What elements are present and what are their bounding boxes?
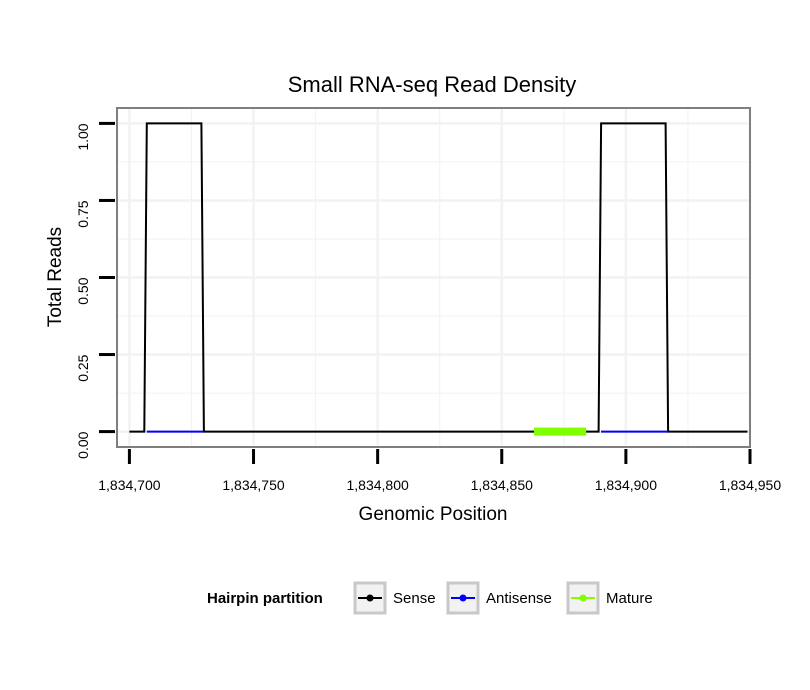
x-axis-tick-label: 1,834,800 [346, 477, 408, 493]
legend-items: Sense Antisense Mature [353, 581, 653, 615]
legend-label: Antisense [486, 590, 552, 607]
plot-panel-border [116, 107, 751, 448]
legend-key-point [579, 594, 587, 602]
x-axis-tick-label: 1,834,900 [595, 477, 657, 493]
x-axis-tick-label: 1,834,700 [98, 477, 160, 493]
x-axis-tick-label: 1,834,750 [222, 477, 284, 493]
y-axis-title: Total Reads [45, 227, 66, 327]
x-axis-tick-label: 1,834,850 [471, 477, 533, 493]
chart-title: Small RNA-seq Read Density [288, 72, 577, 97]
data-series [129, 122, 748, 436]
legend-title: Hairpin partition [207, 590, 323, 607]
legend-key-point [459, 594, 467, 602]
x-axis: 1,834,700 1,834,750 1,834,800 1,834,850 1,83… [98, 449, 781, 493]
y-axis-tick-label: 0.00 [75, 431, 91, 458]
y-axis-tick-label: 0.75 [75, 200, 91, 227]
y-axis-tick-label: 0.50 [75, 277, 91, 304]
y-axis-tick-label: 1.00 [75, 123, 91, 150]
legend-label: Sense [393, 590, 436, 607]
legend: Hairpin partition Sense Antisense Mature [207, 581, 653, 615]
y-axis-tick-label: 0.25 [75, 354, 91, 381]
x-axis-title: Genomic Position [359, 504, 508, 525]
legend-key-point [366, 594, 374, 602]
legend-label: Mature [606, 590, 653, 607]
sense-series-line [129, 122, 748, 433]
y-axis: 0.00 0.25 0.50 0.75 1.00 [75, 121, 115, 459]
x-axis-tick-label: 1,834,950 [719, 477, 781, 493]
